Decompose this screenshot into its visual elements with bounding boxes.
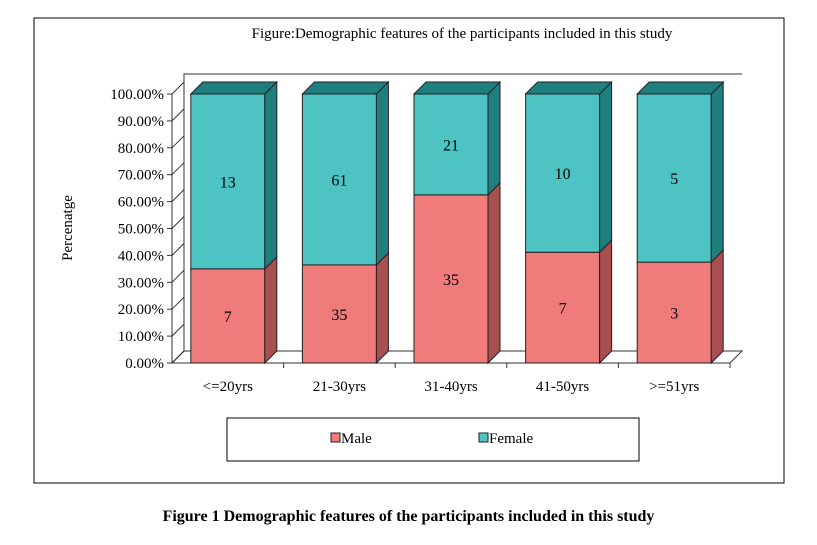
bar-male [525,251,601,364]
y-tick-depth [171,81,185,95]
y-tick-label: 60.00% [118,195,164,211]
bar-side-female [375,80,389,267]
legend-swatch-male [330,432,341,443]
bar-side-male [599,239,613,365]
figure-caption: Figure 1 Demographic features of the par… [162,508,655,525]
bar-side-male [264,255,278,365]
data-label: 35 [443,272,459,289]
y-tick-label: 30.00% [118,275,164,291]
bar-top [524,81,613,95]
data-label: 7 [559,301,567,318]
y-tick-depth [171,162,185,176]
bar-female [190,93,266,270]
data-label: 21 [443,137,459,154]
y-tick-depth [171,323,185,337]
y-tick-label: 100.00% [110,87,164,103]
legend [226,417,640,462]
bar-side-female [710,80,724,264]
chart-title: Figure:Demographic features of the parti… [252,26,673,42]
x-tick-label: 41-50yrs [536,379,589,395]
y-tick-label: 20.00% [118,302,164,318]
bar-male [190,268,266,364]
y-tick-depth [171,269,185,283]
bar-male [413,194,489,364]
y-tick-depth [171,243,185,256]
data-label: 10 [555,166,571,183]
y-tick-depth [171,108,185,122]
data-label: 3 [670,306,678,323]
data-label: 13 [220,174,236,191]
y-tick-label: 90.00% [118,114,164,130]
bar-top [301,81,390,95]
y-tick-label: 40.00% [118,248,164,264]
y-tick-label: 10.00% [118,329,164,345]
y-tick-depth [171,189,185,202]
y-tick-depth [171,350,185,364]
y-axis-label: Percenatge [60,195,76,261]
x-tick-label: 31-40yrs [424,379,477,395]
bar-male [636,261,712,364]
x-tick-label: 21-30yrs [313,379,366,395]
bar-top [189,81,279,95]
legend-label-male: Male [341,431,372,447]
y-tick-label: 70.00% [118,168,164,184]
chart: Figure:Demographic features of the parti… [33,17,785,484]
bar-female [413,93,489,196]
bar-side-male [487,181,501,365]
bar-top [635,81,725,95]
y-tick-label: 80.00% [118,141,164,157]
x-tick-label: <=20yrs [203,379,253,395]
data-label: 5 [670,171,678,188]
bar-side-male [375,251,389,365]
bar-top [412,81,502,95]
data-label: 61 [331,172,347,189]
y-tick-label: 0.00% [125,356,164,372]
bar-side-female [487,80,501,197]
y-tick-label: 50.00% [118,222,164,238]
bar-side-male [710,248,724,365]
y-tick-depth [171,216,185,229]
bar-female [301,93,377,266]
x-tick-label: >=51yrs [649,379,699,395]
legend-label-female: Female [489,431,533,447]
bar-side-female [599,80,613,254]
data-label: 7 [224,309,232,326]
y-tick-depth [171,296,185,310]
legend-swatch-female [478,432,489,443]
bar-side-female [264,80,278,271]
bar-female [636,93,712,263]
y-tick-depth [171,135,185,149]
data-label: 35 [331,307,347,324]
